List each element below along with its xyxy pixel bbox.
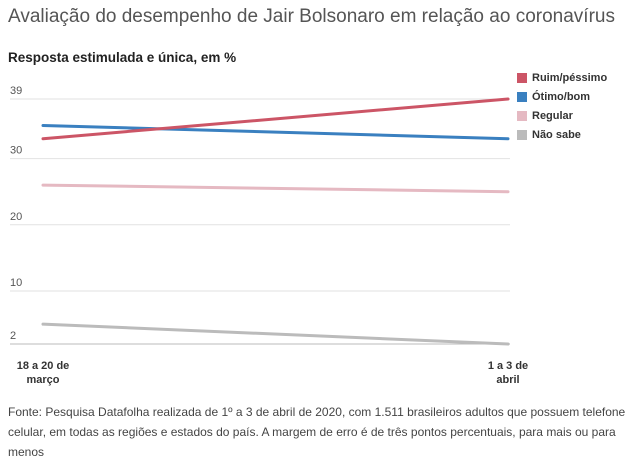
series-line (41, 183, 510, 194)
legend-item: Ótimo/bom (517, 87, 607, 106)
legend-swatch (517, 91, 527, 102)
legend-swatch (517, 110, 527, 121)
y-tick-label: 20 (10, 211, 22, 223)
source-note: Fonte: Pesquisa Datafolha realizada de 1… (8, 405, 626, 459)
y-tick-label: 39 (10, 85, 22, 97)
legend-label: Regular (532, 109, 573, 122)
y-tick-label: 2 (10, 330, 16, 342)
chart-title: Avaliação do desempenho de Jair Bolsonar… (8, 6, 615, 27)
series-line (41, 322, 510, 346)
chart-subtitle: Resposta estimulada e única, em % (8, 50, 237, 65)
legend-swatch (517, 129, 527, 140)
legend-label: Ruim/péssimo (532, 71, 608, 84)
x-tick-label: 1 a 3 de abril (488, 360, 528, 386)
y-tick-label: 10 (10, 277, 22, 289)
legend-label: Ótimo/bom (532, 90, 591, 103)
series-line (41, 97, 510, 141)
y-tick-label: 30 (10, 145, 22, 157)
legend-label: Não sabe (532, 128, 581, 141)
legend-swatch (517, 72, 527, 83)
legend: Ruim/péssimo Ótimo/bom Regular Não sabe (517, 68, 607, 144)
series-line (41, 123, 510, 141)
legend-item: Ruim/péssimo (517, 68, 607, 87)
legend-item: Regular (517, 106, 607, 125)
x-tick-label: 18 a 20 de março (17, 360, 70, 386)
legend-item: Não sabe (517, 125, 607, 144)
line-chart: 2 10 20 30 39 18 a 20 de março 1 a 3 de abril (10, 85, 528, 386)
